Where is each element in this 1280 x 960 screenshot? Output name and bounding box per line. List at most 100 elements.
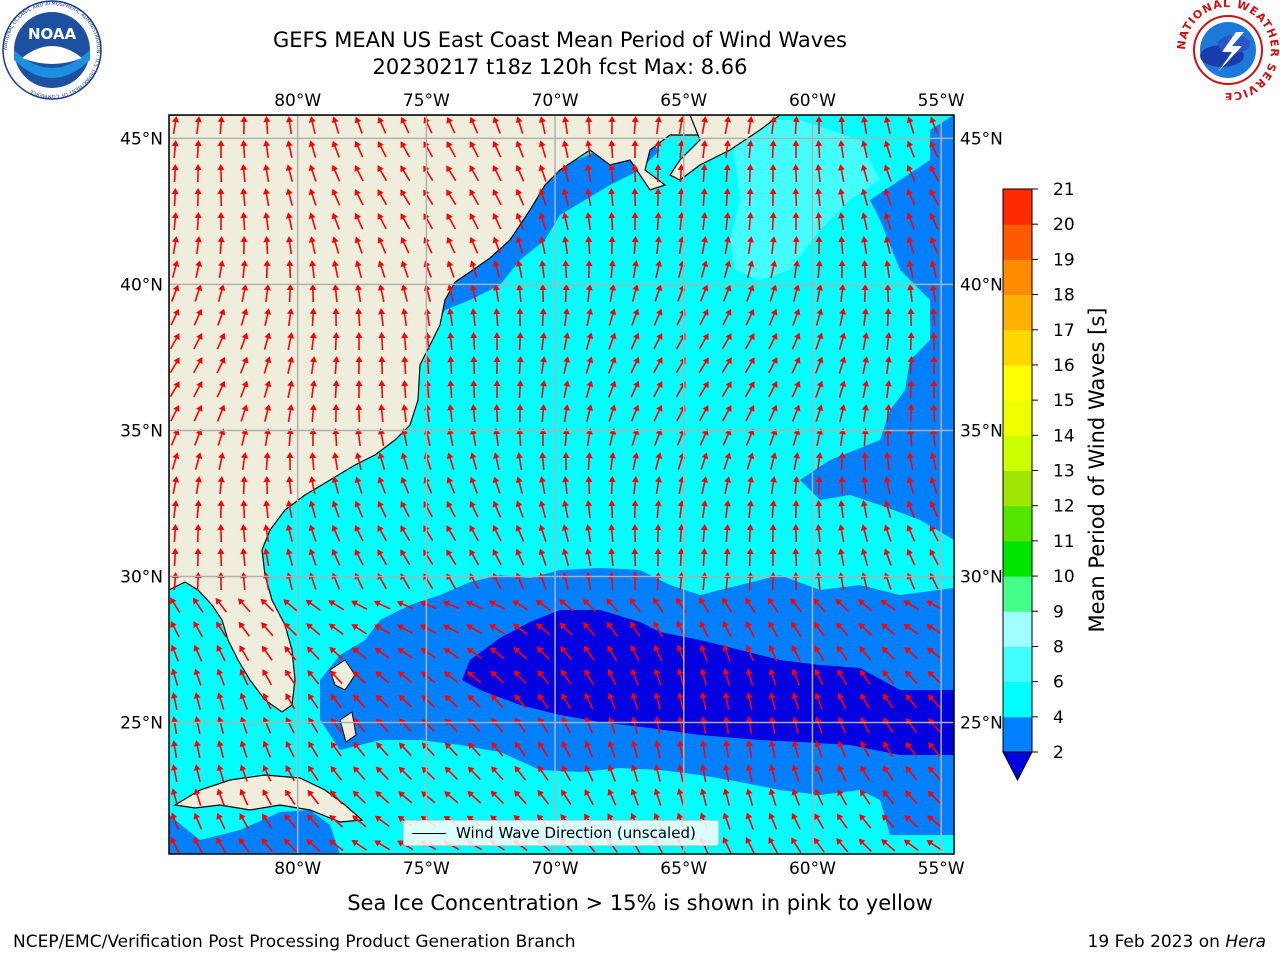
wave-direction-arrow	[746, 452, 755, 470]
wave-direction-arrow	[930, 332, 938, 351]
wave-direction-arrow	[607, 692, 616, 710]
wave-direction-arrow	[654, 236, 662, 255]
wave-direction-arrow	[699, 788, 708, 806]
wave-direction-arrow	[354, 476, 363, 494]
wave-direction-arrow	[400, 213, 411, 230]
wave-direction-arrow	[286, 476, 294, 495]
wave-direction-arrow	[653, 716, 661, 734]
wave-direction-arrow	[239, 668, 249, 686]
wave-direction-arrow	[903, 600, 920, 611]
wave-direction-arrow	[374, 647, 390, 659]
wave-direction-arrow	[561, 140, 569, 158]
wave-direction-arrow	[653, 332, 663, 350]
wave-direction-arrow	[884, 380, 892, 399]
wave-direction-arrow	[585, 260, 593, 279]
wave-direction-arrow	[608, 140, 616, 159]
wave-direction-arrow	[583, 645, 595, 661]
wave-direction-arrow	[929, 188, 939, 206]
wave-direction-arrow	[654, 140, 662, 159]
colorbar-tick-label: 16	[1053, 356, 1075, 376]
wave-direction-arrow	[883, 212, 892, 230]
wave-direction-arrow	[791, 764, 800, 782]
wave-direction-arrow	[929, 549, 939, 566]
lat-tick-label-right: 45°N	[960, 129, 1003, 149]
wave-direction-arrow	[377, 116, 387, 134]
wave-direction-arrow	[929, 260, 938, 278]
wave-direction-arrow	[837, 789, 848, 806]
wave-direction-arrow	[378, 308, 386, 327]
wave-direction-arrow	[377, 260, 386, 278]
wave-direction-arrow	[861, 284, 869, 303]
wave-direction-arrow	[377, 549, 388, 566]
wave-direction-arrow	[838, 116, 846, 135]
wave-direction-arrow	[861, 476, 869, 495]
wave-direction-arrow	[492, 236, 501, 254]
wave-direction-arrow	[792, 140, 800, 159]
machine-name: Hera	[1225, 932, 1266, 952]
wave-direction-arrow	[814, 813, 825, 830]
wave-direction-arrow	[745, 668, 754, 686]
wave-direction-arrow	[306, 839, 321, 852]
wind-wave-direction-arrows	[169, 116, 943, 854]
wave-direction-arrow	[814, 788, 824, 806]
wave-direction-arrow	[793, 260, 800, 279]
wave-direction-arrow	[881, 623, 896, 636]
wave-direction-arrow	[285, 548, 294, 566]
wave-direction-arrow	[377, 189, 388, 206]
wave-direction-arrow	[329, 814, 344, 828]
wave-direction-arrow	[351, 600, 368, 610]
wave-direction-arrow	[926, 647, 942, 660]
wave-direction-arrow	[469, 165, 480, 182]
wave-direction-arrow	[491, 742, 504, 757]
wave-direction-arrow	[262, 669, 273, 686]
wave-direction-arrow	[490, 694, 504, 709]
lat-tick-label-left: 25°N	[120, 714, 163, 734]
wave-direction-arrow	[216, 380, 226, 398]
wave-direction-arrow	[653, 621, 664, 638]
wave-direction-arrow	[745, 812, 754, 830]
wave-direction-arrow	[814, 668, 824, 686]
wave-direction-arrow	[747, 236, 754, 255]
wave-direction-arrow	[443, 624, 460, 634]
wave-direction-arrow	[745, 836, 755, 854]
wave-direction-arrow	[724, 236, 731, 254]
wave-direction-arrow	[217, 164, 225, 183]
wave-direction-arrow	[677, 740, 684, 759]
wave-direction-arrow	[331, 212, 340, 230]
wave-direction-arrow	[608, 212, 616, 231]
wave-direction-arrow	[676, 764, 684, 782]
wave-direction-arrow	[283, 622, 297, 636]
wave-direction-arrow	[400, 525, 411, 542]
wave-direction-arrow	[560, 646, 573, 661]
run-date: 19 Feb 2023 on Hera	[1088, 932, 1266, 952]
wave-direction-arrow	[562, 476, 570, 495]
wave-direction-arrow	[838, 428, 846, 447]
wave-direction-arrow	[446, 476, 456, 494]
wave-direction-arrow	[538, 741, 549, 758]
wave-direction-arrow	[536, 623, 551, 636]
wave-direction-arrow	[469, 236, 479, 254]
wave-direction-arrow	[585, 356, 594, 374]
wave-direction-arrow	[906, 236, 915, 254]
lon-tick-label-top: 70°W	[532, 91, 579, 111]
wave-direction-arrow	[375, 790, 390, 804]
wave-direction-arrow	[239, 764, 248, 782]
wave-direction-arrow	[354, 524, 364, 542]
wave-direction-arrow	[400, 116, 410, 134]
wave-direction-arrow	[884, 260, 892, 279]
colorbar-tick-label: 17	[1053, 321, 1075, 341]
wave-direction-arrow	[446, 452, 455, 470]
wave-direction-arrow	[193, 692, 201, 710]
wave-direction-arrow	[447, 404, 455, 423]
wave-direction-arrow	[216, 740, 225, 758]
wave-direction-arrow	[194, 164, 202, 183]
wave-direction-arrow	[632, 452, 640, 470]
wave-direction-arrow	[490, 670, 505, 684]
wave-direction-arrow	[723, 452, 732, 470]
wave-direction-arrow	[815, 476, 823, 495]
wave-direction-arrow	[677, 188, 685, 207]
wave-direction-arrow	[329, 646, 344, 660]
wave-direction-arrow	[240, 308, 249, 326]
wave-direction-arrow	[514, 765, 527, 781]
wave-direction-arrow	[585, 332, 594, 350]
